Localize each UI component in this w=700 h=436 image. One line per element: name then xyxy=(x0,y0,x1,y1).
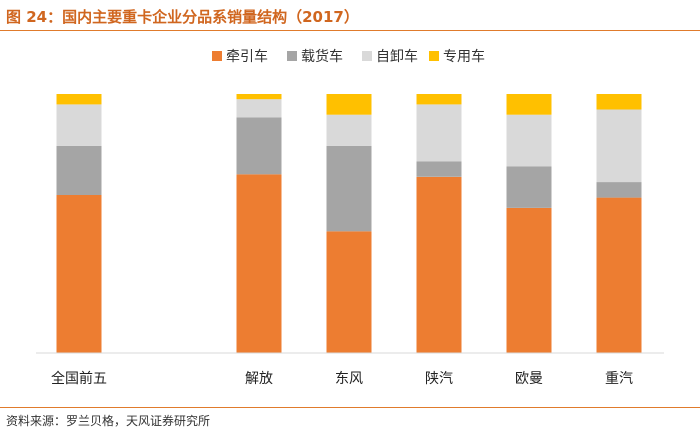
bar-segment-3-1 xyxy=(236,174,282,353)
bar-segment-6-2 xyxy=(506,166,552,208)
legend-item: 载货车 xyxy=(287,48,343,65)
bar-segment-4-2 xyxy=(326,145,372,232)
x-tick-label: 重汽 xyxy=(605,371,633,387)
x-tick-label: 陕汽 xyxy=(425,371,453,387)
bar-segment-5-1 xyxy=(416,176,462,353)
stacked-bar-chart: 牵引车 载货车 自卸车 专用车 全国前五 解放 东风 陕汽 欧曼 重汽 xyxy=(36,48,664,387)
x-tick-label: 欧曼 xyxy=(515,371,543,387)
legend-swatch xyxy=(362,51,372,61)
figure-title: 图 24：国内主要重卡企业分品系销量结构（2017） xyxy=(6,8,359,26)
bar-segment-4-4 xyxy=(326,94,372,115)
bar-segment-3-3 xyxy=(236,99,282,118)
legend-label: 自卸车 xyxy=(376,48,418,65)
legend-item: 专用车 xyxy=(429,48,485,65)
legend-label: 载货车 xyxy=(301,48,343,65)
bar-segment-3-4 xyxy=(236,94,282,100)
bar-segment-7-2 xyxy=(596,182,642,198)
legend-item: 自卸车 xyxy=(362,48,418,65)
legend-swatch xyxy=(287,51,297,61)
bar-segment-6-4 xyxy=(506,94,552,115)
x-tick-label: 东风 xyxy=(335,371,363,387)
bar-segment-7-3 xyxy=(596,109,642,182)
bar-segment-1-3 xyxy=(56,104,102,146)
bar-segment-3-2 xyxy=(236,117,282,175)
bar-segment-5-4 xyxy=(416,94,462,105)
top-rule xyxy=(0,30,700,31)
bar-segment-7-1 xyxy=(596,197,642,353)
bar-segment-4-1 xyxy=(326,231,372,353)
legend-swatch xyxy=(429,51,439,61)
x-tick-label: 全国前五 xyxy=(51,370,107,387)
chart-legend: 牵引车 载货车 自卸车 专用车 xyxy=(212,48,485,65)
bottom-rule xyxy=(0,407,700,408)
bar-segment-4-3 xyxy=(326,114,372,146)
bar-segment-7-4 xyxy=(596,94,642,110)
bar-segment-1-1 xyxy=(56,195,102,353)
x-axis-tick-labels: 全国前五 解放 东风 陕汽 欧曼 重汽 xyxy=(51,370,633,387)
bar-segment-1-2 xyxy=(56,145,102,195)
bar-segment-5-2 xyxy=(416,161,462,177)
bar-segment-6-3 xyxy=(506,114,552,167)
legend-swatch xyxy=(212,51,222,61)
chart-bars xyxy=(56,94,642,353)
bar-segment-1-4 xyxy=(56,94,102,105)
x-tick-label: 解放 xyxy=(245,371,273,387)
source-note: 资料来源：罗兰贝格，天风证券研究所 xyxy=(6,414,211,428)
bar-segment-5-3 xyxy=(416,104,462,162)
legend-item: 牵引车 xyxy=(212,48,268,65)
legend-label: 专用车 xyxy=(443,48,485,65)
legend-label: 牵引车 xyxy=(226,48,268,65)
bar-segment-6-1 xyxy=(506,208,552,353)
